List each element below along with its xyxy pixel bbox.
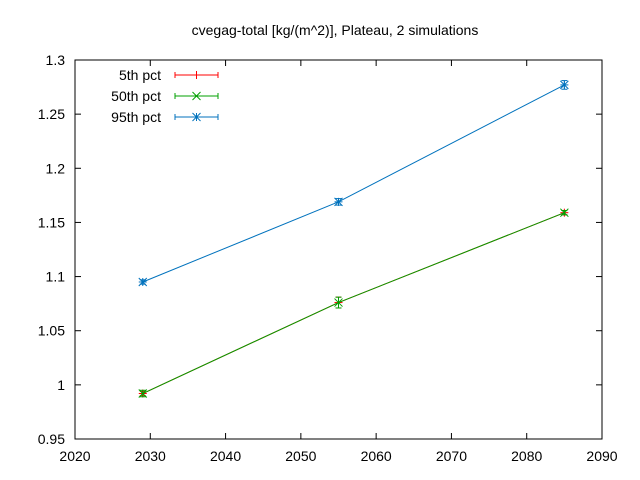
x-tick-label: 2070 <box>436 448 467 464</box>
legend-marker-stroke <box>192 112 201 122</box>
y-tick-label: 1.15 <box>38 214 65 230</box>
x-tick-label: 2030 <box>135 448 166 464</box>
legend-label: 95th pct <box>111 109 161 125</box>
y-tick-label: 1.25 <box>38 106 65 122</box>
data-point-stroke <box>138 277 148 287</box>
y-tick-label: 1 <box>57 377 65 393</box>
data-point-stroke <box>138 389 148 398</box>
series-line <box>142 84 565 283</box>
x-tick-label: 2090 <box>586 448 617 464</box>
data-point <box>138 389 148 398</box>
x-tick-label: 2060 <box>361 448 392 464</box>
legend-marker <box>192 71 201 79</box>
legend-label: 5th pct <box>119 67 161 83</box>
legend: 5th pct 50th pct 95th pct <box>111 67 219 125</box>
series-2 <box>138 80 569 287</box>
x-tick-label: 2080 <box>511 448 542 464</box>
series-group <box>138 80 569 398</box>
data-point <box>334 197 343 207</box>
data-point <box>138 277 148 287</box>
legend-label: 50th pct <box>111 88 161 104</box>
y-tick-label: 1.2 <box>46 160 66 176</box>
x-tick-label: 2050 <box>285 448 316 464</box>
series-1 <box>138 208 569 398</box>
data-point-stroke <box>334 197 343 207</box>
data-point <box>560 80 569 90</box>
y-tick-label: 1.05 <box>38 323 65 339</box>
series-line <box>142 212 565 394</box>
data-point-stroke <box>560 80 569 90</box>
legend-marker <box>192 91 201 101</box>
x-tick-label: 2020 <box>59 448 90 464</box>
plot-frame <box>74 59 603 440</box>
y-tick-label: 1.3 <box>46 52 66 68</box>
y-tick-label: 0.95 <box>38 431 65 447</box>
chart-title: cvegag-total [kg/(m^2)], Plateau, 2 simu… <box>192 22 479 38</box>
legend-marker <box>192 112 201 122</box>
axes-ticks: 2020 2030 2040 2050 2060 2070 2080 2090 0.95 1 1.0… <box>38 52 618 464</box>
legend-marker-stroke <box>192 91 201 101</box>
data-point <box>334 298 343 307</box>
data-point-stroke <box>334 298 343 307</box>
data-point-stroke <box>560 208 569 218</box>
x-tick-label: 2040 <box>210 448 241 464</box>
series-line <box>142 212 565 394</box>
y-tick-label: 1.1 <box>46 269 66 285</box>
data-point <box>560 208 569 218</box>
